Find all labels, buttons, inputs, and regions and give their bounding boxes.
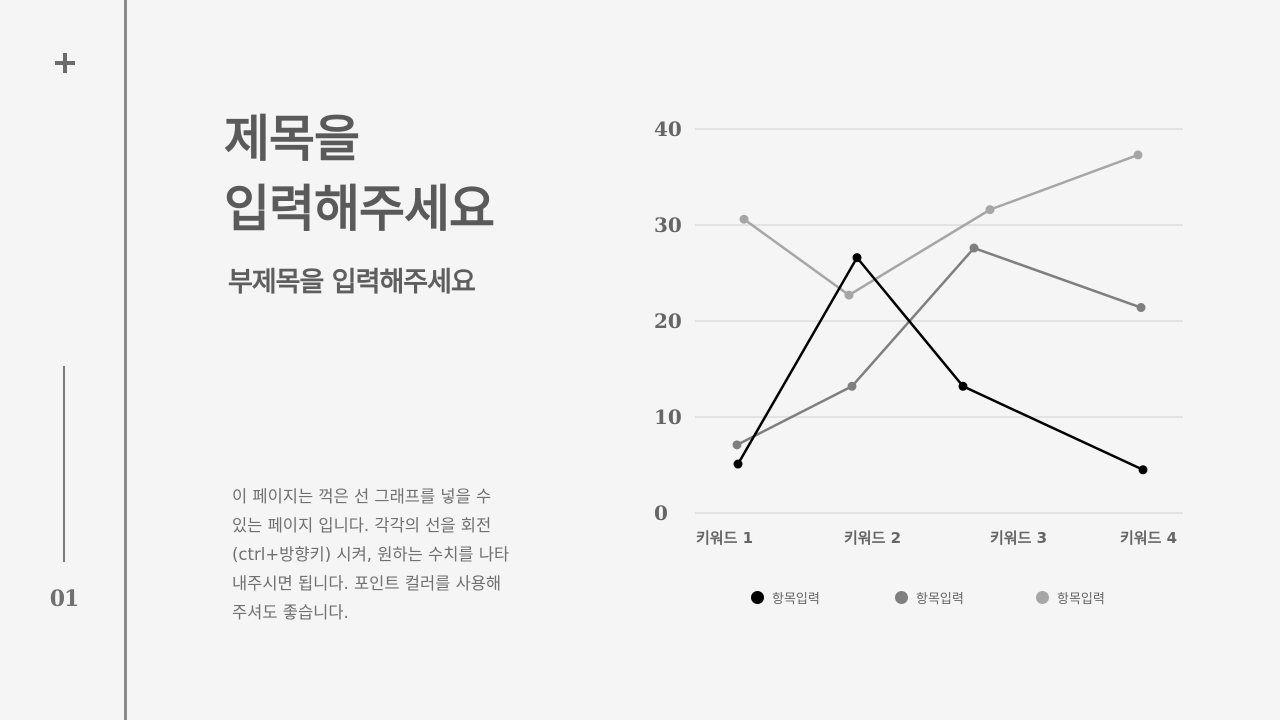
x-tick-label: 키워드 2 [844,529,901,547]
line-chart: 0 10 20 30 40 키워드 1 키워드 2 키워드 3 키워드 4 [640,100,1200,580]
legend-label: 항목입력 [1057,592,1105,607]
y-tick-label: 30 [654,213,682,237]
vertical-divider [124,0,127,720]
y-tick-label: 0 [654,501,668,525]
data-point-marker [1136,303,1146,313]
side-accent-line [63,366,65,562]
x-tick-label: 키워드 3 [990,529,1047,547]
data-point-marker [1138,465,1148,475]
page-title: 제목을 입력해주세요 [224,104,495,244]
y-tick-label: 20 [654,309,682,333]
legend-item-series-2: 항목입력 [895,588,964,607]
data-point-marker [958,381,968,391]
data-point-marker [844,290,854,300]
body-line: 이 페이지는 꺽은 선 그래프를 넣을 수 [232,487,492,506]
body-description: 이 페이지는 꺽은 선 그래프를 넣을 수 있는 페이지 입니다. 각각의 선을… [232,482,532,627]
page-number: 01 [49,586,80,612]
legend-dot-icon [1036,591,1049,604]
series-line [736,255,1144,471]
data-point-marker [1133,150,1143,160]
legend-item-series-3: 항목입력 [1036,588,1105,607]
x-tick-label: 키워드 4 [1120,529,1177,547]
data-point-marker [733,459,743,469]
plus-icon [55,53,75,73]
body-line: 있는 페이지 입니다. 각각의 선을 회전 [232,516,492,535]
data-point-marker [985,205,995,215]
y-tick-label: 10 [654,405,682,429]
legend-dot-icon [751,591,764,604]
data-point-marker [732,440,742,450]
line-chart-canvas: 0 10 20 30 40 키워드 1 키워드 2 키워드 3 키워드 4 [654,117,1183,547]
chart-legend: 항목입력 항목입력 항목입력 [0,588,1280,612]
x-tick-label: 키워드 1 [696,529,753,547]
data-point-marker [969,243,979,253]
title-line-2: 입력해주세요 [224,180,495,238]
title-line-1: 제목을 [224,110,360,168]
data-point-marker [852,253,862,263]
legend-dot-icon [895,591,908,604]
body-line: 내주시면 됩니다. 포인트 컬러를 사용해 [232,574,502,593]
page-subtitle: 부제목을 입력해주세요 [228,267,476,298]
y-tick-label: 40 [654,117,682,141]
series-line [743,153,1139,297]
series-line [736,246,1142,446]
data-point-marker [847,381,857,391]
legend-label: 항목입력 [916,592,964,607]
legend-label: 항목입력 [772,592,820,607]
legend-item-series-1: 항목입력 [751,588,820,607]
body-line: (ctrl+방향키) 시켜, 원하는 수치를 나타 [232,545,510,564]
data-point-marker [739,214,749,224]
body-line: 주셔도 좋습니다. [232,603,349,622]
